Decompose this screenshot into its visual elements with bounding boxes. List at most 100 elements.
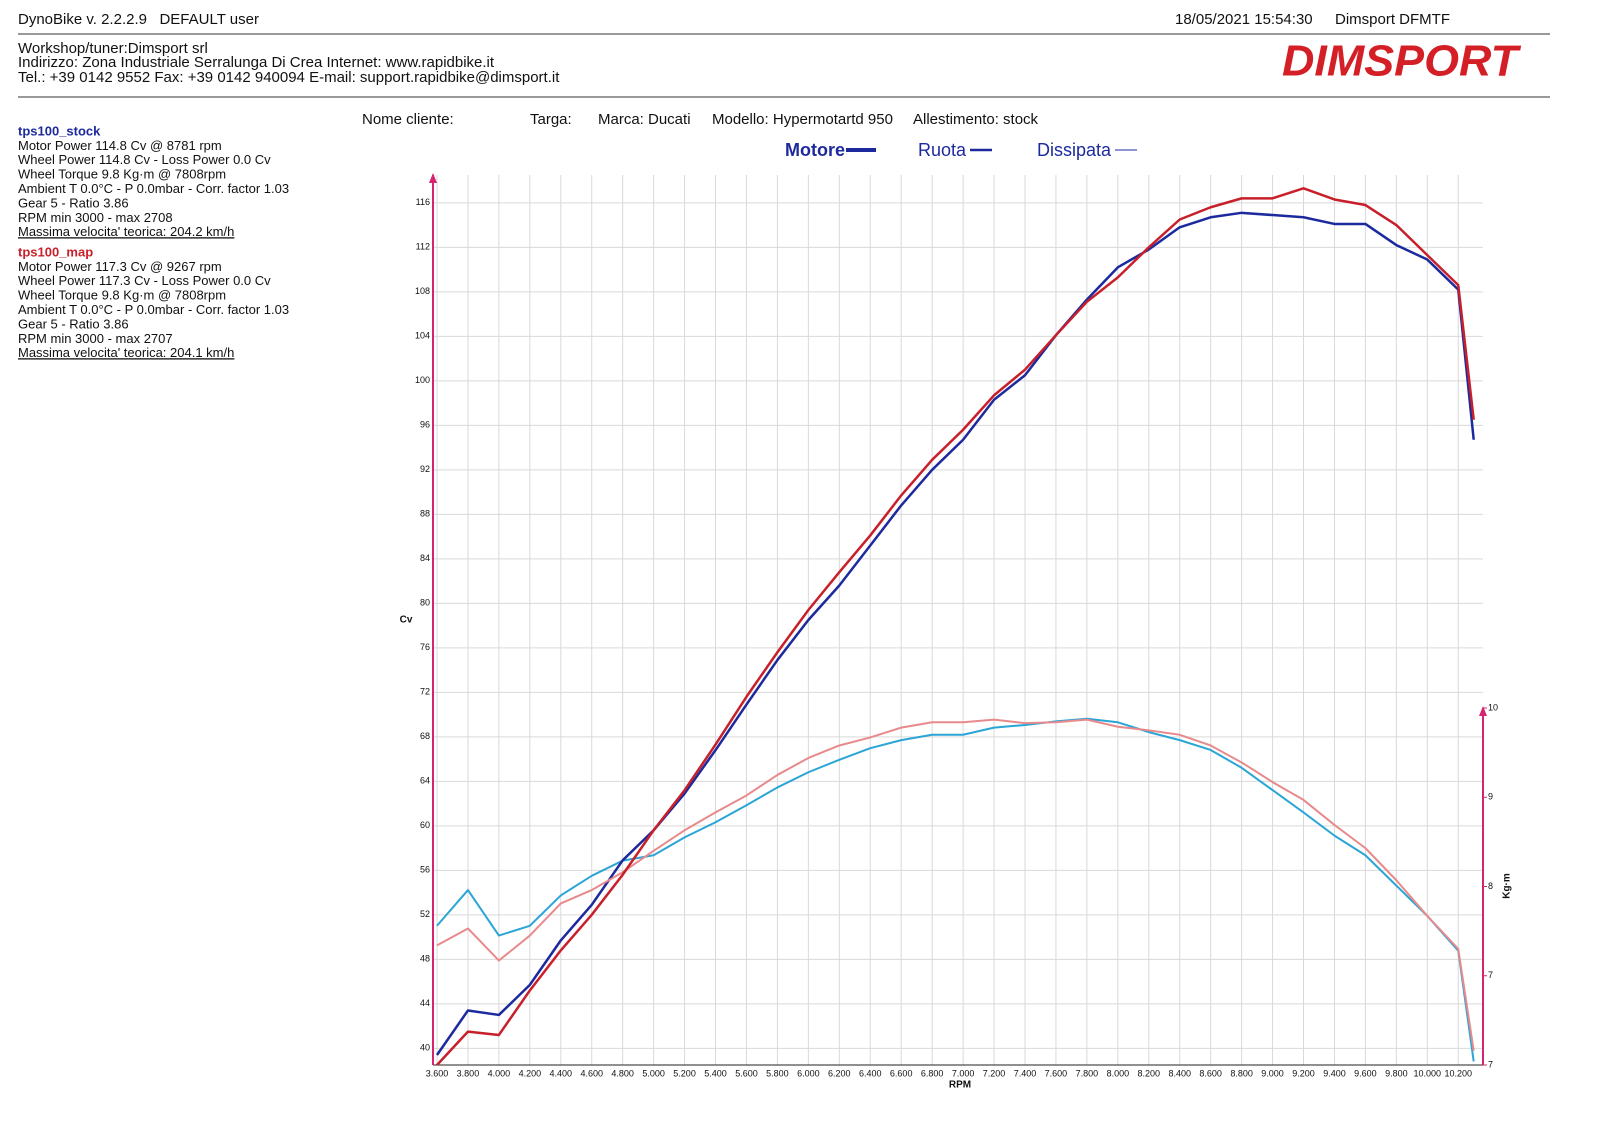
y2-tick-label: 9 (1488, 792, 1493, 802)
x-tick-label: 8.600 (1199, 1068, 1222, 1078)
x-tick-label: 9.200 (1292, 1068, 1315, 1078)
x-tick-label: 4.600 (580, 1068, 603, 1078)
run-info-line: Wheel Torque 9.8 Kg·m @ 7808rpm (18, 167, 226, 182)
y-tick-label: 40 (420, 1043, 430, 1053)
y-tick-label: 112 (416, 242, 430, 252)
y-tick-label: 60 (420, 820, 430, 830)
y-tick-label: 52 (420, 909, 430, 919)
x-tick-label: 4.800 (611, 1068, 634, 1078)
y2-tick-label: 7 (1488, 1059, 1493, 1069)
power-line (436, 187, 1475, 1066)
x-tick-label: 5.400 (704, 1068, 727, 1078)
x-tick-label: 6.400 (859, 1068, 882, 1078)
torque-line (436, 718, 1475, 1051)
run-name: tps100_map (18, 244, 93, 259)
x-tick-label: 10.000 (1414, 1068, 1442, 1078)
y-tick-label: 48 (420, 954, 430, 964)
device: Dimsport DFMTF (1335, 11, 1450, 28)
x-tick-label: 7.400 (1014, 1068, 1037, 1078)
x-tick-label: 3.600 (426, 1068, 449, 1078)
y2-tick-label: 10 (1488, 702, 1498, 712)
x-tick-label: 6.000 (797, 1068, 820, 1078)
legend-label: Ruota (918, 140, 967, 160)
workshop-line: Indirizzo: Zona Industriale Serralunga D… (18, 54, 495, 71)
workshop-line: Workshop/tuner:Dimsport srl (18, 40, 208, 57)
fields: Nome cliente: Targa: Marca: Ducati Modello:… (362, 111, 1039, 128)
y-tick-label: 104 (415, 331, 430, 341)
y2-axis-arrow (1479, 706, 1487, 716)
run-info-line: RPM min 3000 - max 2708 (18, 210, 173, 225)
x-tick-label: 9.600 (1354, 1068, 1377, 1078)
run-info-line: Wheel Power 117.3 Cv - Loss Power 0.0 Cv (18, 273, 271, 288)
x-tick-label: 6.600 (890, 1068, 913, 1078)
run-info-line: Motor Power 117.3 Cv @ 9267 rpm (18, 259, 222, 274)
run-info-line: Ambient T 0.0°C - P 0.0mbar - Corr. fact… (18, 181, 289, 196)
x-tick-label: 4.400 (550, 1068, 573, 1078)
x-tick-label: 9.400 (1323, 1068, 1346, 1078)
field: Allestimento: stock (913, 111, 1039, 128)
x-tick-label: 7.600 (1045, 1068, 1068, 1078)
x-tick-label: 5.000 (642, 1068, 665, 1078)
y-tick-label: 80 (420, 598, 430, 608)
x-tick-label: 4.000 (488, 1068, 511, 1078)
y-tick-label: 64 (420, 776, 430, 786)
x-tick-label: 8.200 (1138, 1068, 1161, 1078)
y2-axis-label: Kg·m (1502, 873, 1513, 899)
app-title: DynoBike v. 2.2.2.9 DEFAULT user (18, 11, 259, 28)
power-line (435, 211, 1475, 1056)
y-tick-label: 92 (420, 464, 430, 474)
x-tick-label: 5.800 (766, 1068, 789, 1078)
run-info-line: Massima velocita' teorica: 204.1 km/h (18, 345, 234, 360)
legend-label: Motore (785, 140, 845, 160)
x-tick-label: 6.800 (921, 1068, 944, 1078)
workshop-line: Tel.: +39 0142 9552 Fax: +39 0142 940094… (18, 69, 560, 86)
x-tick-label: 3.800 (457, 1068, 480, 1078)
x-tick-label: 4.200 (519, 1068, 542, 1078)
run-info-line: Wheel Power 114.8 Cv - Loss Power 0.0 Cv (18, 152, 271, 167)
y-tick-label: 108 (415, 286, 430, 296)
legend: Motore Ruota Dissipata (785, 140, 1137, 160)
run-info-line: Massima velocita' teorica: 204.2 km/h (18, 224, 234, 239)
run-info-line: RPM min 3000 - max 2707 (18, 331, 173, 346)
y-tick-label: 88 (420, 509, 430, 519)
x-tick-label: 7.800 (1076, 1068, 1099, 1078)
y-tick-label: 96 (420, 420, 430, 430)
x-tick-label: 9.000 (1261, 1068, 1284, 1078)
y-tick-label: 68 (420, 731, 430, 741)
field: Nome cliente: (362, 111, 454, 128)
field: Marca: Ducati (598, 111, 691, 128)
y-axis-arrow (429, 173, 437, 183)
y-tick-label: 56 (420, 865, 430, 875)
y2-tick-label: 7 (1488, 970, 1493, 980)
run-info-line: Ambient T 0.0°C - P 0.0mbar - Corr. fact… (18, 302, 289, 317)
run-info-line: Wheel Torque 9.8 Kg·m @ 7808rpm (18, 288, 226, 303)
datetime: 18/05/2021 15:54:30 (1175, 11, 1313, 28)
run-name: tps100_stock (18, 123, 101, 138)
run-info-line: Gear 5 - Ratio 3.86 (18, 316, 129, 331)
x-tick-label: 8.800 (1230, 1068, 1253, 1078)
field: Targa: (530, 111, 572, 128)
x-tick-label: 7.000 (952, 1068, 975, 1078)
torque-line (436, 717, 1475, 1062)
logo: DIMSPORT (1282, 37, 1521, 86)
x-tick-label: 8.000 (1107, 1068, 1130, 1078)
y-axis-label: Cv (400, 615, 413, 626)
field: Modello: Hypermotartd 950 (712, 111, 893, 128)
plot: 3.600 3.800 4.000 4.200 4.400 4.600 4.800 5.000… (400, 173, 1513, 1091)
x-tick-label: 7.200 (983, 1068, 1006, 1078)
x-axis-label: RPM (949, 1080, 971, 1091)
x-tick-label: 5.600 (735, 1068, 758, 1078)
y-tick-label: 72 (420, 687, 430, 697)
y-tick-label: 100 (415, 375, 430, 385)
y-tick-label: 116 (416, 197, 430, 207)
x-tick-label: 10.200 (1444, 1068, 1472, 1078)
legend-label: Dissipata (1037, 140, 1112, 160)
y-tick-label: 44 (420, 998, 430, 1008)
y-tick-label: 76 (420, 642, 430, 652)
x-tick-label: 9.800 (1385, 1068, 1408, 1078)
y-tick-label: 84 (420, 553, 430, 563)
x-tick-label: 6.200 (828, 1068, 851, 1078)
run-info-line: Gear 5 - Ratio 3.86 (18, 195, 129, 210)
